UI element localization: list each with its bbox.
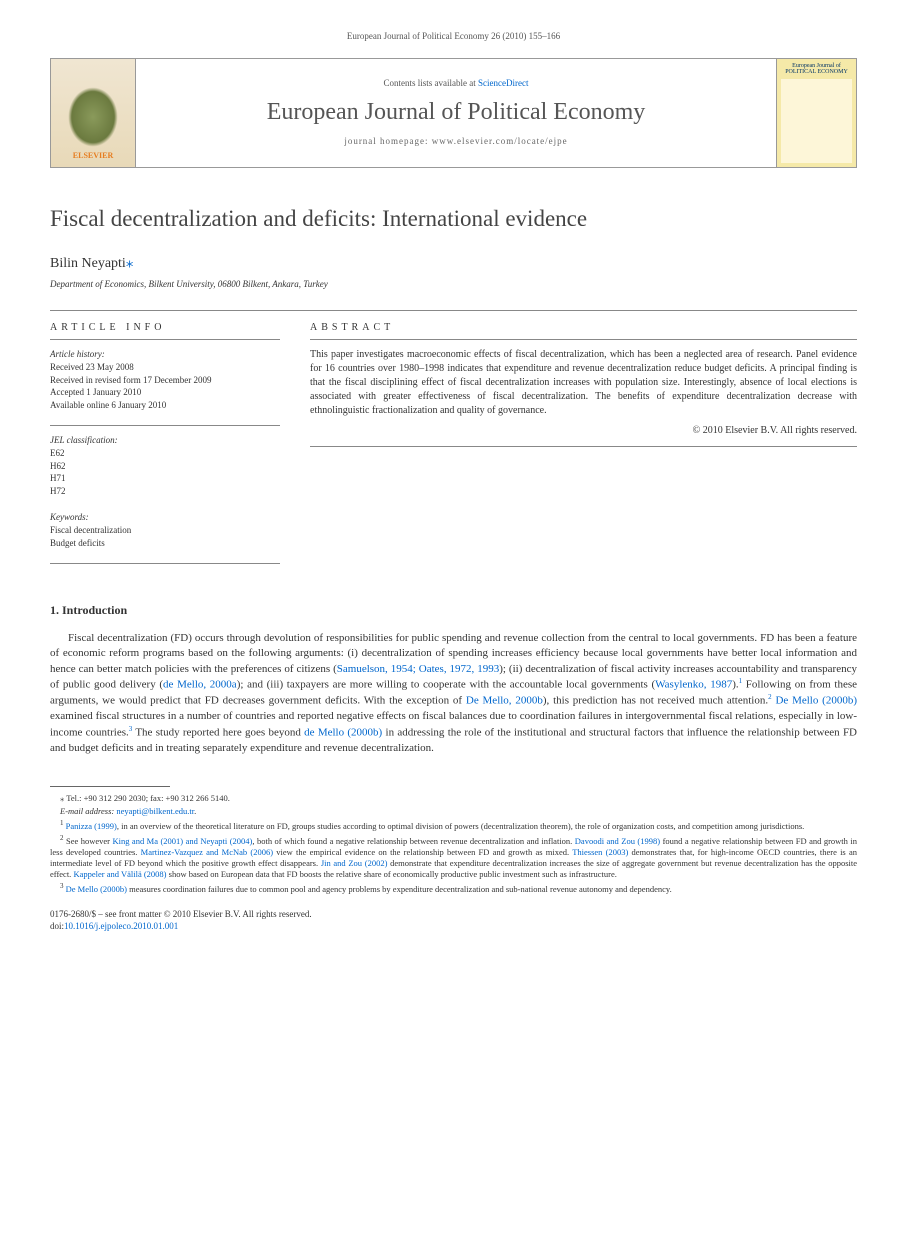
citation-link[interactable]: Martinez-Vazquez and McNab (2006) [141, 847, 273, 857]
fn-text: , both of which found a negative relatio… [252, 836, 574, 846]
journal-cover-thumb: European Journal of POLITICAL ECONOMY [776, 59, 856, 167]
divider [310, 446, 857, 447]
homepage-prefix: journal homepage: [344, 136, 431, 146]
footnote-2: 2 See however King and Ma (2001) and Ney… [50, 834, 857, 880]
keywords-title: Keywords: [50, 511, 280, 524]
footnotes: ⁎ Tel.: +90 312 290 2030; fax: +90 312 2… [50, 793, 857, 895]
jel-code: E62 [50, 447, 280, 460]
history-line: Available online 6 January 2010 [50, 399, 280, 412]
elsevier-tree-icon [68, 87, 118, 147]
page-footer: 0176-2680/$ – see front matter © 2010 El… [50, 909, 857, 932]
jel-code: H72 [50, 485, 280, 498]
citation-link[interactable]: Thiessen (2003) [572, 847, 628, 857]
doi-link[interactable]: 10.1016/j.ejpoleco.2010.01.001 [64, 921, 178, 931]
fn-text: view the empirical evidence on the relat… [273, 847, 572, 857]
citation-link[interactable]: King and Ma (2001) and Neyapti (2004) [112, 836, 252, 846]
cover-title: European Journal of POLITICAL ECONOMY [781, 63, 852, 76]
journal-name: European Journal of Political Economy [267, 96, 646, 130]
jel-title: JEL classification: [50, 434, 280, 447]
divider [50, 563, 280, 564]
keyword: Budget deficits [50, 537, 280, 550]
citation-link[interactable]: Kappeler and Välilä (2008) [73, 869, 166, 879]
affiliation: Department of Economics, Bilkent Univers… [50, 278, 857, 291]
jel-code: H71 [50, 472, 280, 485]
homepage-line: journal homepage: www.elsevier.com/locat… [344, 135, 567, 148]
citation-link[interactable]: Jin and Zou (2002) [321, 858, 388, 868]
intro-paragraph: Fiscal decentralization (FD) occurs thro… [50, 631, 857, 756]
email-note: E-mail address: neyapti@bilkent.edu.tr. [50, 806, 857, 817]
citation-link[interactable]: Davoodi and Zou (1998) [575, 836, 660, 846]
footnote-divider [50, 786, 170, 787]
abstract: ABSTRACT This paper investigates macroec… [310, 321, 857, 572]
citation-link[interactable]: Panizza (1999) [66, 821, 117, 831]
body-text: ); and (iii) taxpayers are more willing … [237, 679, 655, 691]
fn-text: show based on European data that FD boos… [167, 869, 617, 879]
banner-center: Contents lists available at ScienceDirec… [136, 59, 776, 167]
sciencedirect-link[interactable]: ScienceDirect [478, 78, 528, 88]
article-info: ARTICLE INFO Article history: Received 2… [50, 321, 280, 572]
article-title: Fiscal decentralization and deficits: In… [50, 203, 857, 235]
doi-line: doi:10.1016/j.ejpoleco.2010.01.001 [50, 921, 857, 933]
footnote-marker: 1 [60, 819, 64, 827]
issn-line: 0176-2680/$ – see front matter © 2010 El… [50, 909, 857, 921]
info-abstract-row: ARTICLE INFO Article history: Received 2… [50, 321, 857, 572]
email-suffix: . [194, 806, 196, 816]
citation-link[interactable]: Samuelson, 1954; Oates, 1972, 1993 [337, 663, 499, 675]
citation-link[interactable]: de Mello (2000b) [304, 726, 382, 738]
footnote-1: 1 Panizza (1999), in an overview of the … [50, 819, 857, 832]
email-link[interactable]: neyapti@bilkent.edu.tr [116, 806, 194, 816]
history-line: Received 23 May 2008 [50, 361, 280, 374]
author-name: Bilin Neyapti [50, 256, 126, 271]
body-text: The study reported here goes beyond [132, 726, 304, 738]
body-text: ), this prediction has not received much… [543, 695, 768, 707]
citation-link[interactable]: de Mello, 2000a [163, 679, 237, 691]
footnote-marker: 3 [60, 882, 64, 890]
article-history: Article history: Received 23 May 2008 Re… [50, 348, 280, 411]
history-title: Article history: [50, 348, 280, 361]
fn-text: , in an overview of the theoretical lite… [117, 821, 804, 831]
citation-link[interactable]: De Mello, 2000b [466, 695, 543, 707]
divider [310, 339, 857, 340]
running-header: European Journal of Political Economy 26… [50, 30, 857, 43]
homepage-url: www.elsevier.com/locate/ejpe [432, 136, 568, 146]
section-heading: 1. Introduction [50, 602, 857, 619]
history-line: Received in revised form 17 December 200… [50, 374, 280, 387]
corresponding-marker[interactable]: ⁎ [126, 255, 134, 271]
fn-text: See however [64, 836, 113, 846]
history-line: Accepted 1 January 2010 [50, 386, 280, 399]
divider [50, 310, 857, 311]
citation-link[interactable]: De Mello (2000b) [775, 695, 857, 707]
corresponding-author-note: ⁎ Tel.: +90 312 290 2030; fax: +90 312 2… [50, 793, 857, 804]
fn-text: measures coordination failures due to co… [127, 884, 672, 894]
citation-link[interactable]: De Mello (2000b) [66, 884, 127, 894]
abstract-copyright: © 2010 Elsevier B.V. All rights reserved… [310, 424, 857, 438]
abstract-header: ABSTRACT [310, 321, 857, 335]
jel-code: H62 [50, 460, 280, 473]
info-header: ARTICLE INFO [50, 321, 280, 335]
cover-body [781, 79, 852, 163]
publisher-name: ELSEVIER [73, 150, 113, 161]
email-label: E-mail address: [60, 806, 116, 816]
keywords-block: Keywords: Fiscal decentralization Budget… [50, 511, 280, 549]
citation-link[interactable]: Wasylenko, 1987 [655, 679, 732, 691]
divider [50, 339, 280, 340]
contents-prefix: Contents lists available at [384, 78, 478, 88]
contents-available: Contents lists available at ScienceDirec… [384, 77, 529, 90]
keyword: Fiscal decentralization [50, 524, 280, 537]
jel-block: JEL classification: E62 H62 H71 H72 [50, 434, 280, 497]
doi-label: doi: [50, 921, 64, 931]
author-line: Bilin Neyapti⁎ [50, 253, 857, 274]
footnote-3: 3 De Mello (2000b) measures coordination… [50, 882, 857, 895]
journal-banner: ELSEVIER Contents lists available at Sci… [50, 58, 857, 168]
divider [50, 425, 280, 426]
publisher-logo: ELSEVIER [51, 59, 136, 167]
abstract-text: This paper investigates macroeconomic ef… [310, 348, 857, 418]
